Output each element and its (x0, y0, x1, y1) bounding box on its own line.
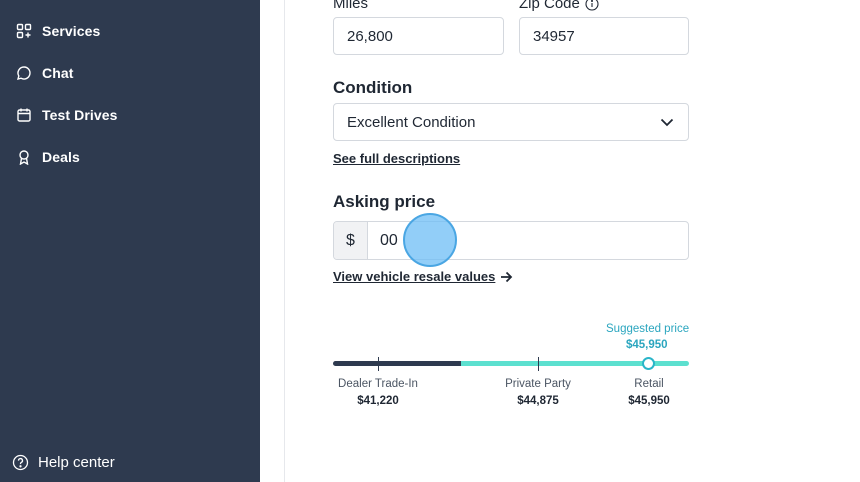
suggested-price-label: Suggested price (606, 323, 690, 335)
price-scale-dark-segment (333, 361, 461, 366)
private-party-value: $44,875 (517, 395, 559, 407)
dealer-trade-in-value: $41,220 (357, 395, 399, 407)
zip-label: Zip Code (519, 0, 599, 12)
help-center-link[interactable]: Help center (12, 454, 115, 471)
scale-tick-trade-in (378, 357, 379, 371)
asking-price-field: $ (333, 221, 689, 260)
suggested-price-value: $45,950 (626, 339, 668, 351)
private-party-label: Private Party (505, 378, 571, 390)
suggested-price-marker (642, 357, 655, 370)
info-icon[interactable] (585, 0, 599, 11)
content-divider (284, 0, 285, 482)
chevron-down-icon (660, 118, 674, 127)
sidebar-item-label: Chat (42, 65, 74, 81)
miles-value: 26,800 (347, 27, 393, 45)
condition-value: Excellent Condition (347, 113, 476, 131)
miles-input[interactable]: 26,800 (333, 17, 504, 55)
sidebar-item-label: Services (42, 23, 101, 39)
condition-title: Condition (333, 78, 413, 97)
sidebar-item-label: Deals (42, 149, 80, 165)
zip-code-value: 34957 (533, 27, 575, 45)
price-scale-teal-segment (461, 361, 689, 366)
zip-label-text: Zip Code (519, 0, 580, 12)
sidebar-item-chat[interactable]: Chat (16, 62, 74, 84)
price-scale-track (333, 361, 689, 366)
asking-price-title: Asking price (333, 192, 436, 211)
sidebar-item-services[interactable]: Services (16, 20, 100, 42)
help-center-label: Help center (38, 454, 115, 471)
arrow-right-icon (500, 271, 513, 283)
award-ribbon-icon (16, 149, 32, 165)
currency-prefix: $ (334, 222, 368, 259)
miles-label: Miles (333, 0, 369, 12)
sidebar-item-label: Test Drives (42, 107, 118, 123)
calendar-icon (16, 107, 32, 123)
chat-bubble-icon (16, 65, 32, 81)
sidebar: Services Chat Test Drives Deals (0, 0, 260, 482)
grid-plus-icon (16, 23, 32, 39)
view-resale-values-label: View vehicle resale values (333, 269, 496, 284)
touch-indicator (403, 213, 457, 267)
dealer-trade-in-label: Dealer Trade-In (338, 378, 418, 390)
view-resale-values-link[interactable]: View vehicle resale values (333, 269, 513, 284)
question-circle-icon (12, 454, 29, 471)
retail-value: $45,950 (628, 395, 670, 407)
zip-code-input[interactable]: 34957 (519, 17, 689, 55)
see-full-descriptions-link[interactable]: See full descriptions (333, 151, 461, 166)
scale-tick-private-party (538, 357, 539, 371)
retail-label: Retail (634, 378, 664, 390)
sidebar-item-deals[interactable]: Deals (16, 146, 80, 168)
condition-select[interactable]: Excellent Condition (333, 103, 689, 141)
sidebar-item-test-drives[interactable]: Test Drives (16, 104, 118, 126)
